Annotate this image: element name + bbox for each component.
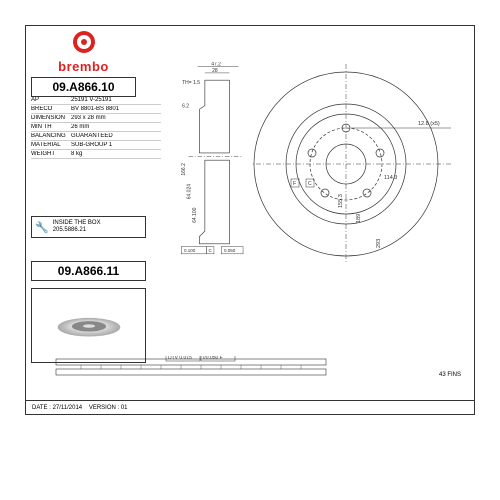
gd: C bbox=[209, 248, 213, 253]
spec-label: MIN TH bbox=[31, 124, 71, 130]
spec-value: 26 mm bbox=[71, 124, 161, 130]
inside-code: 205.5886.21 bbox=[53, 227, 101, 234]
spec-table: AP25191 V-25191 BRECOBV 8801-BS 8801 DIM… bbox=[31, 96, 161, 159]
front-view: 12.8 (x5) 155.3 189 293 114.3 F C bbox=[251, 54, 456, 269]
gd: //0.050 F bbox=[203, 356, 223, 361]
footer-date: DATE : 27/11/2014 VERSION : 01 bbox=[32, 405, 128, 411]
dim: 189 bbox=[356, 214, 362, 223]
dim: 64.024 bbox=[186, 184, 192, 200]
dim: 28 bbox=[212, 68, 218, 74]
gd: 0.100 bbox=[184, 248, 196, 253]
dim: 114.3 bbox=[384, 175, 397, 181]
spec-value: 25191 V-25191 bbox=[71, 97, 161, 103]
logo-area: brembo 09.A866.10 bbox=[31, 31, 136, 97]
spec-value: 293 x 28 mm bbox=[71, 115, 161, 121]
version-value: 01 bbox=[121, 405, 128, 411]
spec-row: WEIGHT8 kg bbox=[31, 150, 161, 159]
spec-label: MATERIAL bbox=[31, 142, 71, 148]
dim: 166.2 bbox=[181, 163, 187, 176]
spec-row: AP25191 V-25191 bbox=[31, 96, 161, 105]
date-value: 27/11/2014 bbox=[53, 405, 83, 411]
spec-label: DIMENSION bbox=[31, 115, 71, 121]
brand-logo: brembo bbox=[31, 31, 136, 74]
dim: 6.2 bbox=[182, 103, 189, 109]
gd: DTV 0.015 bbox=[168, 356, 192, 361]
thumbnail bbox=[31, 288, 146, 363]
footer: DATE : 27/11/2014 VERSION : 01 bbox=[26, 400, 474, 414]
gd: F bbox=[293, 181, 296, 187]
spec-label: WEIGHT bbox=[31, 151, 71, 157]
spec-value: BV 8801-BS 8801 bbox=[71, 106, 161, 112]
inside-title: INSIDE THE BOX bbox=[53, 220, 101, 227]
section-view: DTV 0.015 //0.050 F bbox=[51, 356, 331, 378]
spec-value: SUB-GROUP 1 bbox=[71, 142, 161, 148]
drawing-sheet: brembo 09.A866.10 AP25191 V-25191 BRECOB… bbox=[25, 25, 475, 415]
bottom-area: DTV 0.015 //0.050 F 43 FINS bbox=[31, 356, 466, 384]
spec-row: MATERIALSUB-GROUP 1 bbox=[31, 141, 161, 150]
dim: TH= 1.5 bbox=[182, 80, 200, 86]
spec-label: AP bbox=[31, 97, 71, 103]
date-label: DATE : bbox=[32, 405, 51, 411]
spec-value: GUARANTEED bbox=[71, 133, 161, 139]
inside-text: INSIDE THE BOX 205.5886.21 bbox=[53, 220, 101, 234]
spec-value: 8 kg bbox=[71, 151, 161, 157]
dim: 293 bbox=[376, 239, 382, 248]
spec-label: BRECO bbox=[31, 106, 71, 112]
disc-icon bbox=[73, 31, 95, 53]
spec-row: MIN TH26 mm bbox=[31, 123, 161, 132]
spec-row: DIMENSION293 x 28 mm bbox=[31, 114, 161, 123]
spec-row: BALANCINGGUARANTEED bbox=[31, 132, 161, 141]
spec-row: BRECOBV 8801-BS 8801 bbox=[31, 105, 161, 114]
version-label: VERSION : bbox=[89, 405, 119, 411]
part-number-2: 09.A866.11 bbox=[31, 261, 146, 281]
inside-box: 🔧 INSIDE THE BOX 205.5886.21 bbox=[31, 216, 146, 238]
dim: 64.100 bbox=[192, 207, 198, 223]
dim: 47.2 bbox=[211, 62, 221, 68]
part-number-1: 09.A866.10 bbox=[31, 77, 136, 97]
disc-render bbox=[53, 317, 124, 336]
dim: 155.3 bbox=[338, 194, 344, 208]
fins-label: 43 FINS bbox=[439, 372, 461, 378]
drawing-area: 47.2 28 TH= 1.5 6.2 166.2 64.024 64.100 … bbox=[166, 44, 466, 384]
gd: C bbox=[308, 181, 312, 187]
dim: 12.8 (x5) bbox=[418, 121, 440, 127]
brand-name: brembo bbox=[31, 59, 136, 74]
wrench-icon: 🔧 bbox=[35, 221, 49, 234]
side-view: 47.2 28 TH= 1.5 6.2 166.2 64.024 64.100 … bbox=[176, 62, 251, 262]
spec-label: BALANCING bbox=[31, 133, 71, 139]
gd: 0.050 bbox=[224, 248, 236, 253]
